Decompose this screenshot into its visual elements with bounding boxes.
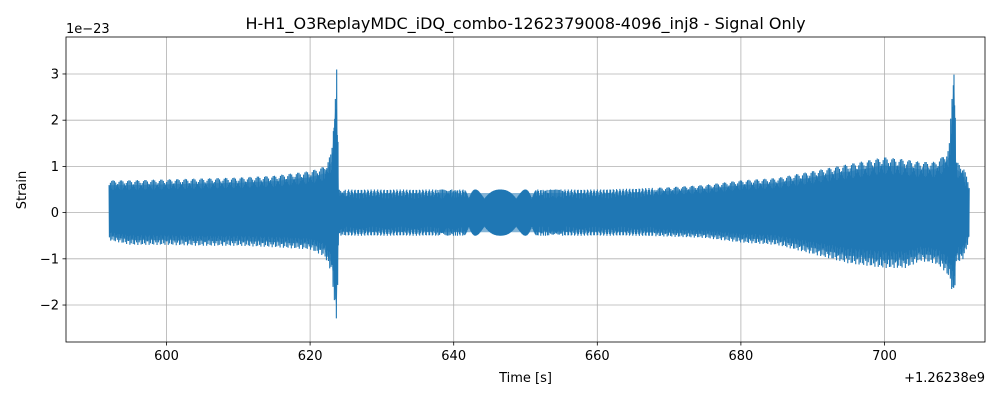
signal-line xyxy=(108,69,970,319)
y-tick-label: 1 xyxy=(51,160,59,175)
x-axis-offset-label: +1.26238e9 xyxy=(904,371,985,386)
y-axis-label: Strain xyxy=(15,171,30,210)
y-axis-exponent-label: 1e−23 xyxy=(66,22,110,37)
x-axis-label: Time [s] xyxy=(498,371,552,386)
y-tick-label: −2 xyxy=(40,299,59,314)
x-tick-label: 620 xyxy=(298,349,323,364)
tick-marks: 600 620 640 660 680 700 −2 −1 0 1 2 3 xyxy=(40,67,897,364)
y-tick-label: −1 xyxy=(40,252,59,267)
signal-trace xyxy=(108,69,970,319)
chart-title: H-H1_O3ReplayMDC_iDQ_combo-1262379008-40… xyxy=(245,14,805,34)
plot-frame xyxy=(65,36,986,343)
y-tick-label: 0 xyxy=(51,206,59,221)
axes xyxy=(65,36,986,343)
x-tick-label: 600 xyxy=(154,349,179,364)
x-tick-label: 660 xyxy=(585,349,610,364)
x-tick-label: 680 xyxy=(728,349,753,364)
x-tick-label: 640 xyxy=(441,349,466,364)
y-tick-label: 3 xyxy=(51,67,59,82)
x-tick-label: 700 xyxy=(872,349,897,364)
y-tick-label: 2 xyxy=(51,114,59,129)
